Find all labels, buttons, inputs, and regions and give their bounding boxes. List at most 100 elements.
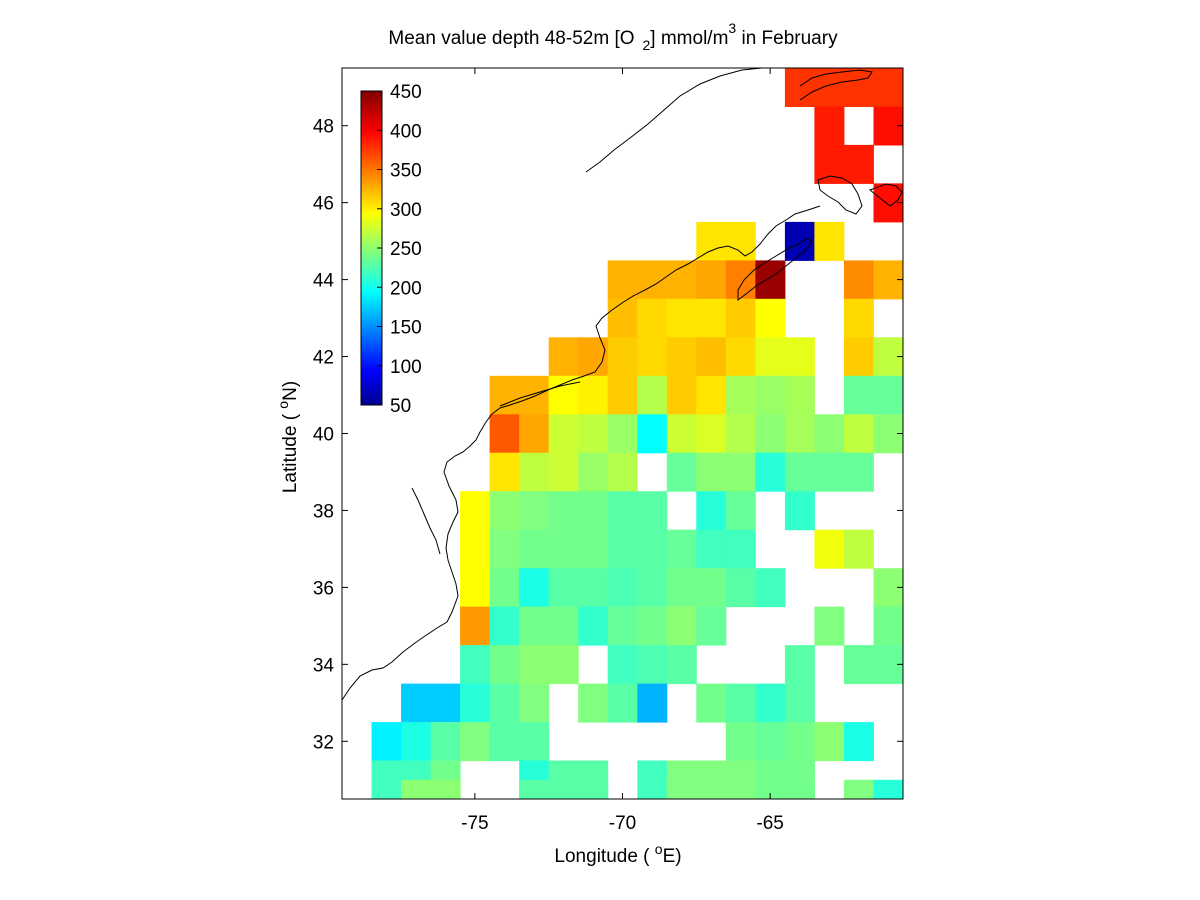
heatmap-cell — [607, 337, 638, 377]
heatmap-cell — [696, 414, 727, 454]
colorbar-ticks: 450 400 350 300 250 200 150 100 50 — [377, 82, 422, 417]
heatmap-cell — [637, 375, 668, 415]
heatmap-cell — [460, 683, 491, 723]
heatmap-cell — [519, 606, 550, 646]
chart-title: Mean value depth 48-52m [O 2] mmol/m3 in … — [388, 20, 838, 53]
heatmap-cell — [784, 452, 815, 492]
heatmap-cell — [873, 779, 904, 800]
heatmap-cell — [725, 722, 756, 762]
heatmap-cell — [725, 491, 756, 531]
heatmap-cell — [607, 529, 638, 569]
colorbar-tick-label: 150 — [390, 318, 422, 339]
heatmap-cell — [784, 337, 815, 377]
heatmap-cell — [666, 375, 697, 415]
colorbar-tick-label: 350 — [390, 161, 422, 182]
heatmap-cell — [725, 375, 756, 415]
heatmap-cell — [843, 645, 874, 685]
heatmap-cell — [489, 414, 520, 454]
heatmap-cell — [430, 779, 461, 800]
colorbar-tick-label: 400 — [390, 121, 422, 142]
heatmap-cell — [755, 298, 786, 338]
heatmap-cell — [725, 529, 756, 569]
heatmap-cell — [696, 568, 727, 608]
heatmap-cell — [519, 779, 550, 800]
heatmap-cell — [843, 337, 874, 377]
y-tick-label: 46 — [313, 194, 334, 215]
heatmap-cell — [725, 452, 756, 492]
heatmap-cell — [784, 491, 815, 531]
heatmap-cell — [489, 722, 520, 762]
heatmap-cell — [755, 779, 786, 800]
heatmap-cell — [489, 606, 520, 646]
y-label-suffix: N) — [280, 381, 301, 401]
heatmap-cell — [696, 298, 727, 338]
heatmap-cell — [578, 606, 609, 646]
heatmap-cell — [607, 452, 638, 492]
heatmap-cell — [430, 683, 461, 723]
heatmap-cell — [578, 491, 609, 531]
title-suffix: in February — [736, 28, 838, 49]
y-label-superscript: o — [275, 401, 291, 409]
heatmap-cell — [548, 568, 579, 608]
heatmap-cell — [666, 779, 697, 800]
heatmap-cell — [637, 683, 668, 723]
heatmap-cell — [843, 144, 874, 184]
heatmap-cell — [814, 452, 845, 492]
title-mid: ] mmol/m — [650, 28, 728, 49]
heatmap-cell — [401, 779, 432, 800]
colorbar-tick-label: 300 — [390, 200, 422, 221]
coastline-nova-scotia — [737, 237, 813, 301]
heatmap-cell — [814, 414, 845, 454]
heatmap-cell — [725, 337, 756, 377]
heatmap-cell — [725, 568, 756, 608]
heatmap-cell — [578, 683, 609, 723]
heatmap-cell — [696, 375, 727, 415]
heatmap-cell — [666, 529, 697, 569]
coastline-us-east — [341, 205, 821, 701]
heatmap-cell — [696, 779, 727, 800]
heatmap-cell — [548, 491, 579, 531]
heatmap-cell — [489, 375, 520, 415]
heatmap-cell — [489, 452, 520, 492]
heatmap-cell — [784, 779, 815, 800]
heatmap-cell — [548, 414, 579, 454]
heatmap-cell — [607, 568, 638, 608]
heatmap-cell — [460, 491, 491, 531]
heatmap-cell — [784, 375, 815, 415]
title-prefix: Mean value depth 48-52m [O — [388, 28, 634, 49]
colorbar-tick-label: 450 — [390, 82, 422, 103]
plot-area — [341, 67, 904, 800]
heatmap-cell — [843, 260, 874, 300]
heatmap-cell — [666, 260, 697, 300]
heatmap-cell — [371, 722, 402, 762]
y-label-prefix: Latitude ( — [280, 409, 301, 494]
coastline-gulf-st-lawrence — [585, 67, 763, 173]
heatmap-cell — [843, 529, 874, 569]
heatmap-cell — [725, 683, 756, 723]
y-axis: 32 34 36 38 40 42 44 46 48 — [313, 117, 903, 753]
heatmap-cell — [696, 491, 727, 531]
title-subscript: 2 — [643, 37, 651, 53]
heatmap-cell — [460, 568, 491, 608]
coastline-newfoundland — [799, 69, 873, 101]
heatmap-cell — [489, 529, 520, 569]
heatmap-cell — [607, 606, 638, 646]
heatmap-cell — [548, 779, 579, 800]
heatmap-cell — [519, 722, 550, 762]
heatmap-cell — [460, 606, 491, 646]
heatmap-cell — [519, 491, 550, 531]
heatmap-cell — [519, 375, 550, 415]
heatmap-cell — [637, 414, 668, 454]
heatmap-cell — [814, 221, 845, 261]
heatmap-cell — [873, 606, 904, 646]
heatmap-cell — [873, 375, 904, 415]
x-label-prefix: Longitude ( — [554, 846, 654, 867]
y-tick-label: 36 — [313, 578, 334, 599]
x-tick-label: -75 — [461, 813, 488, 834]
coastline-pei — [817, 175, 863, 215]
x-label-superscript: o — [655, 841, 663, 857]
heatmap-cell — [637, 529, 668, 569]
y-tick-label: 32 — [313, 732, 334, 753]
x-tick-label: -70 — [609, 813, 636, 834]
